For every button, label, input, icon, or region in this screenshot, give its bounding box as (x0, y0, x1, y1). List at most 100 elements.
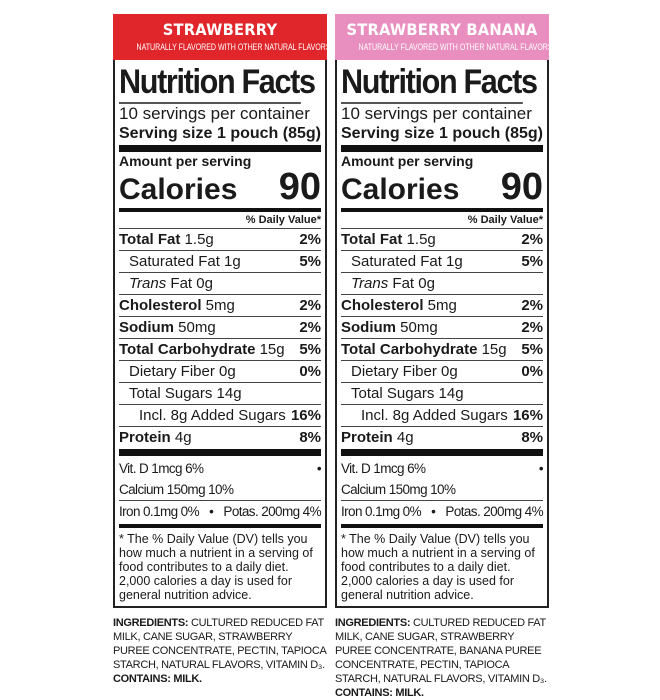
nutrient-row: Incl. 8g Added Sugars 16% (119, 405, 321, 427)
calories-label: Calories (119, 173, 238, 206)
daily-value-footnote: * The % Daily Value (DV) tells you how m… (341, 532, 535, 602)
nutrient-name: Protein 4g (341, 427, 414, 448)
nutrient-percent: 2% (521, 319, 543, 336)
serving-size-label: Serving size (119, 125, 213, 142)
nutrient-bold-label: Sodium (119, 319, 174, 336)
vitamin-row: Iron 0.1mg 0% • Potas. 200mg 4% (341, 501, 544, 522)
nutrient-name: Cholesterol 5mg (119, 295, 235, 316)
nutrient-amount: Dietary Fiber 0g (129, 363, 236, 380)
nutrient-amount: 50mg (396, 319, 438, 336)
nutrient-bold-label: Protein (119, 429, 171, 446)
amount-per-serving: Amount per serving (119, 153, 252, 169)
thick-divider (119, 449, 321, 456)
nutrient-name: Sodium 50mg (119, 317, 216, 338)
nutrient-amount: Total Sugars 14g (129, 385, 242, 402)
nutrient-percent: 5% (299, 253, 321, 270)
nutrient-amount: 4g (392, 429, 414, 446)
nutrient-percent: 2% (521, 297, 543, 314)
thick-divider (119, 145, 321, 152)
servings-per-container: 10 servings per container (119, 104, 310, 123)
serving-size-value: 1 pouch (85g) (438, 125, 543, 142)
amount-per-serving: Amount per serving (341, 153, 474, 169)
nutrient-bold-label: Total Carbohydrate (341, 341, 478, 358)
nutrient-percent: 16% (290, 407, 321, 424)
nutrient-name: Dietary Fiber 0g (351, 361, 458, 382)
nutrient-bold-label: Sodium (341, 319, 396, 336)
allergen-statement: CONTAINS: MILK. (335, 687, 424, 699)
nutrient-name: Incl. 8g Added Sugars (361, 405, 508, 426)
nutrient-row: Trans Fat 0g (341, 273, 543, 295)
flavor-header: STRAWBERRY NATURALLY FLAVORED WITH OTHER … (113, 14, 327, 60)
nutrient-row: Sodium 50mg 2% (341, 317, 543, 339)
nutrient-name: Saturated Fat 1g (129, 251, 241, 272)
ingredients: INGREDIENTS: CULTURED REDUCED FAT MILK, … (113, 616, 327, 686)
daily-value-header: % Daily Value* (341, 208, 543, 229)
nutrient-bold-label: Cholesterol (119, 297, 202, 314)
allergen-statement: CONTAINS: MILK. (113, 673, 202, 685)
vitamin-row: Vit. D 1mcg 6% • Calcium 150mg 10% (119, 458, 322, 501)
ingredients-list: CULTURED REDUCED FAT MILK, CANE SUGAR, S… (113, 617, 326, 671)
nutrient-percent: 0% (299, 363, 321, 380)
calories-row: Calories 90 (119, 166, 321, 208)
nutrient-amount: Saturated Fat 1g (129, 253, 241, 270)
nutrient-name: Cholesterol 5mg (341, 295, 457, 316)
nutrition-facts-box: Nutrition Facts 10 servings per container… (113, 60, 327, 608)
vitamin-left: Iron 0.1mg 0% (341, 504, 422, 519)
nutrient-amount: 1.5g (402, 231, 436, 248)
nutrient-name: Trans Fat 0g (129, 273, 213, 294)
nutrient-bold-label: Total Carbohydrate (119, 341, 256, 358)
thick-divider (341, 145, 543, 152)
calories-value: 90 (500, 166, 543, 208)
nutrient-name: Total Fat 1.5g (341, 229, 436, 250)
strawberry-banana-label-panel: STRAWBERRY BANANA NATURALLY FLAVORED WITH… (335, 14, 549, 700)
nutrient-row: Total Fat 1.5g 2% (119, 229, 321, 251)
nutrient-name: Total Fat 1.5g (119, 229, 214, 250)
nutrient-row: Dietary Fiber 0g 0% (119, 361, 321, 383)
nutrient-row: Protein 4g 8% (341, 427, 543, 448)
flavor-subtitle: NATURALLY FLAVORED WITH OTHER NATURAL FL… (136, 42, 327, 52)
nutrient-amount: 4g (170, 429, 192, 446)
nutrient-row: Total Sugars 14g (341, 383, 543, 405)
ingredients-label: INGREDIENTS: (335, 617, 411, 629)
nutrient-amount: Dietary Fiber 0g (351, 363, 458, 380)
flavor-header: STRAWBERRY BANANA NATURALLY FLAVORED WITH… (335, 14, 549, 60)
nutrient-row: Saturated Fat 1g 5% (119, 251, 321, 273)
nutrient-italic-label: Trans (351, 275, 389, 292)
vitamin-left: Vit. D 1mcg 6% (341, 461, 426, 476)
nutrient-percent: 2% (299, 319, 321, 336)
nutrient-italic-label: Trans (129, 275, 167, 292)
servings-per-container: 10 servings per container (341, 104, 532, 123)
vitamin-left: Iron 0.1mg 0% (119, 504, 200, 519)
calories-label: Calories (341, 173, 460, 206)
serving-size-label: Serving size (341, 125, 435, 142)
nutrient-amount: 50mg (174, 319, 216, 336)
calories-value: 90 (278, 166, 321, 208)
nutrient-amount: Fat 0g (166, 275, 213, 292)
nutrient-row: Cholesterol 5mg 2% (341, 295, 543, 317)
bullet: • (209, 504, 214, 519)
nutrient-amount: Incl. 8g Added Sugars (139, 407, 286, 424)
nutrient-amount: 5mg (423, 297, 457, 314)
nutrition-facts-box: Nutrition Facts 10 servings per container… (335, 60, 549, 608)
nutrient-percent: 5% (299, 341, 321, 358)
vitamin-right: Potas. 200mg 4% (223, 504, 321, 519)
nutrient-amount: Saturated Fat 1g (351, 253, 463, 270)
nutrient-name: Protein 4g (119, 427, 192, 448)
nutrient-bold-label: Protein (341, 429, 393, 446)
nutrition-facts-title: Nutrition Facts (119, 62, 316, 104)
nutrient-row: Dietary Fiber 0g 0% (341, 361, 543, 383)
nutrient-row: Total Carbohydrate 15g 5% (341, 339, 543, 361)
serving-size-row: Serving size 1 pouch (85g) (341, 124, 543, 144)
nutrient-name: Dietary Fiber 0g (129, 361, 236, 382)
nutrient-row: Total Carbohydrate 15g 5% (119, 339, 321, 361)
ingredients-label: INGREDIENTS: (113, 617, 189, 629)
nutrient-amount: Incl. 8g Added Sugars (361, 407, 508, 424)
nutrient-row: Protein 4g 8% (119, 427, 321, 448)
nutrient-amount: 15g (477, 341, 507, 358)
nutrient-row: Sodium 50mg 2% (119, 317, 321, 339)
vitamin-row: Vit. D 1mcg 6% • Calcium 150mg 10% (341, 458, 544, 501)
nutrient-percent: 2% (299, 231, 321, 248)
nutrient-bold-label: Total Fat (341, 231, 403, 248)
flavor-name: STRAWBERRY (162, 20, 278, 39)
nutrient-name: Trans Fat 0g (351, 273, 435, 294)
